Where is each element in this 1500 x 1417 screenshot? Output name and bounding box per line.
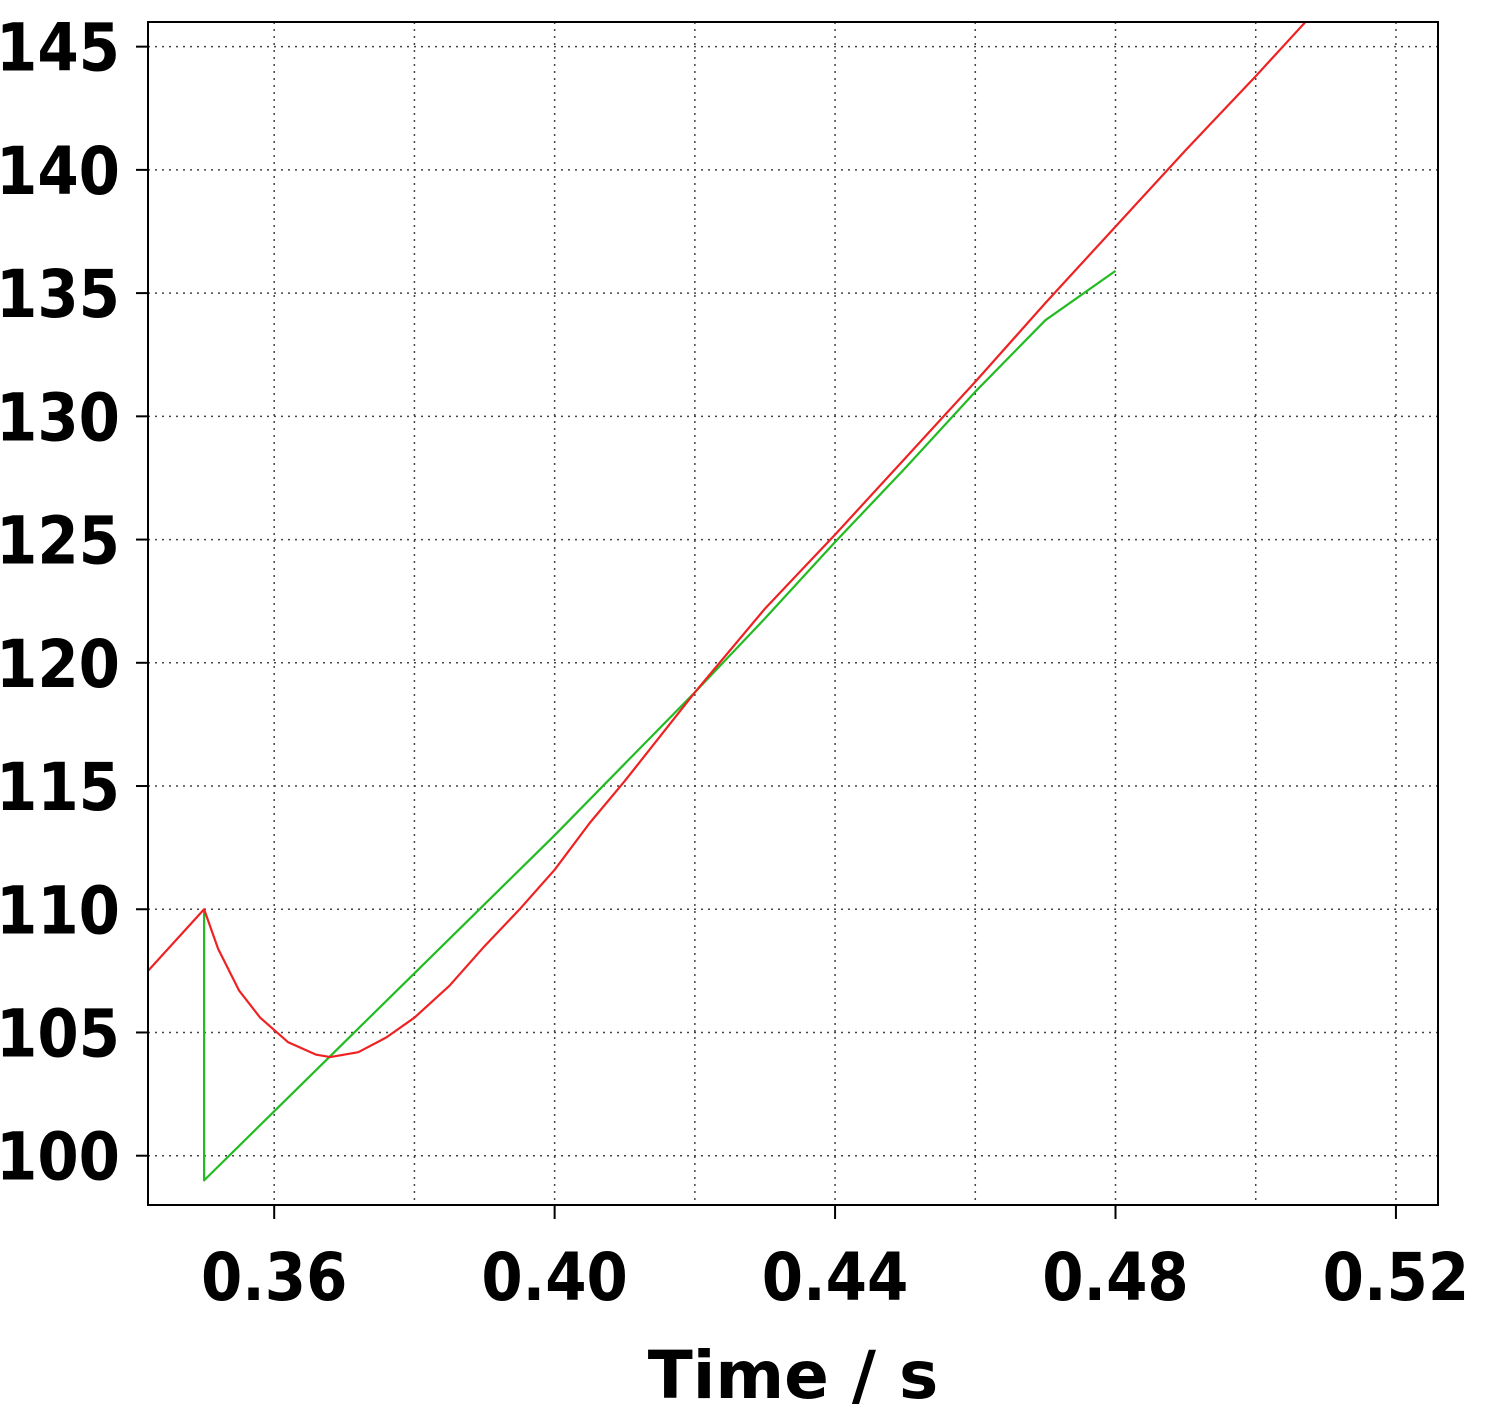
plot-frame xyxy=(147,21,1439,1206)
x-tick-label: 0.44 xyxy=(762,1239,909,1316)
x-tick-label: 0.48 xyxy=(1042,1239,1189,1316)
y-tick-label: 100 xyxy=(0,1119,120,1196)
x-tick-label: 0.40 xyxy=(481,1239,628,1316)
y-axis-ticks: 100 105 110 115 120 125 130 135 140 145 xyxy=(0,10,148,1196)
x-tick-label: 0.36 xyxy=(201,1239,348,1316)
y-tick-label: 140 xyxy=(0,133,120,210)
x-tick-label: 0.52 xyxy=(1323,1239,1470,1316)
x-axis-label: Time / s xyxy=(648,1337,939,1414)
y-tick-label: 110 xyxy=(0,872,120,949)
y-tick-label: 115 xyxy=(0,749,120,826)
x-axis-ticks: 0.36 0.40 0.44 0.48 0.52 xyxy=(201,1205,1469,1316)
y-tick-label: 135 xyxy=(0,256,120,333)
y-tick-label: 105 xyxy=(0,995,120,1072)
y-tick-label: 145 xyxy=(0,10,120,87)
grid xyxy=(148,22,1438,1205)
series-layer xyxy=(148,22,1307,1182)
series-line-1 xyxy=(203,270,1117,1182)
y-tick-label: 120 xyxy=(0,626,120,703)
y-tick-label: 125 xyxy=(0,503,120,580)
y-tick-label: 130 xyxy=(0,379,120,456)
series-line-0 xyxy=(148,22,1307,1059)
